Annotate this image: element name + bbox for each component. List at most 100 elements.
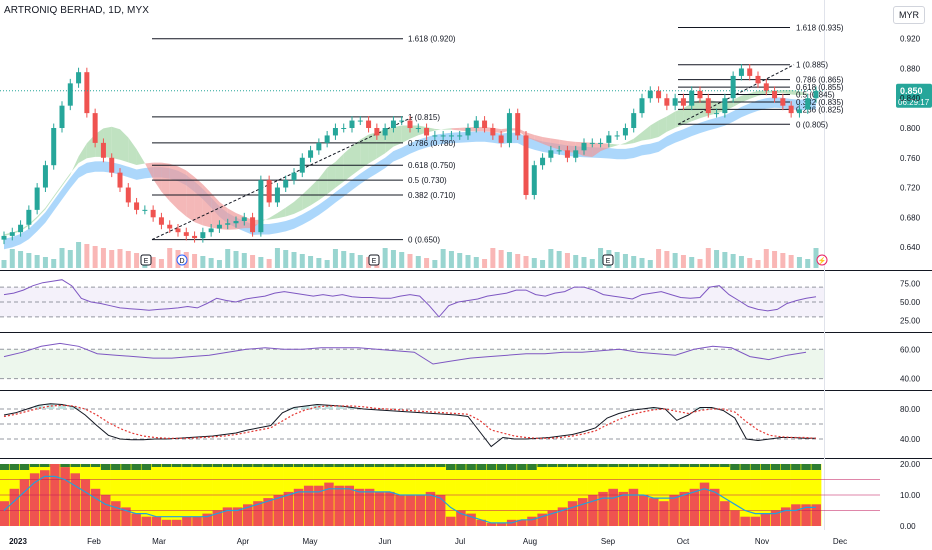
hist-red-bar xyxy=(567,501,578,526)
candle-body xyxy=(324,135,330,143)
rsi-line xyxy=(3,279,817,318)
hist-green-bar xyxy=(0,464,9,470)
candle-body xyxy=(415,128,421,129)
countdown-timer: 06:29:17 xyxy=(898,98,930,107)
hist-red-bar xyxy=(60,467,70,526)
hist-green-bar xyxy=(222,464,233,467)
hist-red-bar xyxy=(202,513,212,526)
candles xyxy=(1,64,819,245)
rsi-axis-tick: 50.00 xyxy=(900,298,921,307)
volume-bar xyxy=(150,257,156,268)
ma-ribbon-segment xyxy=(285,201,294,217)
volume-bar xyxy=(167,248,173,268)
candle-body xyxy=(399,120,405,122)
hist-red-bar xyxy=(243,504,253,526)
ma-ribbon-segment xyxy=(542,137,551,148)
event-marker[interactable]: E xyxy=(140,254,152,266)
price-axis-tick: 0.680 xyxy=(900,213,921,222)
candle-body xyxy=(51,128,57,166)
hist-red-bar xyxy=(40,470,50,526)
hist-red-bar xyxy=(324,482,334,526)
event-marker-label: E xyxy=(606,258,611,265)
volume-bar xyxy=(9,249,15,268)
candle-body xyxy=(341,128,347,129)
time-axis-tick: Oct xyxy=(677,537,690,546)
hist-green-bar xyxy=(679,464,690,467)
osc-line xyxy=(3,342,807,365)
ma-ribbon-segment xyxy=(277,207,286,219)
volume-bar xyxy=(482,259,488,268)
histogram-pane[interactable] xyxy=(0,464,880,526)
hist-red-bar xyxy=(293,488,304,526)
hist-green-bar xyxy=(446,464,456,470)
candle-body xyxy=(42,165,48,188)
hist-red-bar xyxy=(192,516,202,526)
price-axis-tick: 0.880 xyxy=(900,64,921,73)
hist-red-bar xyxy=(222,507,233,526)
event-marker[interactable]: E xyxy=(368,254,380,266)
volume-bar xyxy=(341,251,347,268)
candle-body xyxy=(440,135,446,137)
ma-ribbon-segment xyxy=(799,91,808,96)
hist-green-bar xyxy=(29,464,40,467)
stochastic-pane[interactable] xyxy=(0,403,824,448)
hist-red-bar xyxy=(791,504,801,526)
currency-button[interactable]: MYR xyxy=(893,6,925,24)
volume-bar xyxy=(747,258,753,268)
rsi-pane[interactable] xyxy=(0,279,824,318)
volume-bar xyxy=(316,258,322,268)
fib-left-level-label: 0.382 (0.710) xyxy=(408,191,456,200)
hist-red-bar xyxy=(598,491,608,526)
volume-bar xyxy=(730,254,736,268)
hist-green-bar xyxy=(202,464,212,467)
hist-red-bar xyxy=(740,516,750,526)
candle-body xyxy=(598,142,604,144)
hist-red-bar xyxy=(709,488,720,526)
hist-red-bar xyxy=(19,479,30,526)
hist-green-bar xyxy=(232,464,243,467)
ma-ribbon-segment xyxy=(343,146,352,182)
hist-green-bar xyxy=(577,464,588,467)
candle-body xyxy=(299,157,305,173)
candle-body xyxy=(614,135,620,137)
ma-ribbon-segment xyxy=(70,156,79,175)
event-marker-label: E xyxy=(144,258,149,265)
hist-green-bar xyxy=(506,464,517,470)
ma-ribbon-segment xyxy=(352,139,361,176)
hist-green-bar xyxy=(161,464,172,467)
candle-body xyxy=(183,232,189,236)
hist-red-bar xyxy=(618,491,629,526)
price-pane[interactable]: 1.618 (0.920) 1 (0.815) 0.786 (0.780) 0.618… xyxy=(0,24,932,268)
hist-green-bar xyxy=(354,464,365,467)
volume-bar xyxy=(573,255,579,268)
event-marker[interactable]: D xyxy=(176,254,188,266)
candle-body xyxy=(274,187,280,203)
event-marker[interactable]: E xyxy=(602,254,614,266)
oscillator-pane[interactable] xyxy=(0,342,824,380)
volume-bar xyxy=(415,256,421,268)
volume-bar xyxy=(465,255,471,268)
candle-body xyxy=(59,105,65,128)
hist-red-bar xyxy=(314,485,324,526)
hist-green-bar xyxy=(70,464,81,467)
hist-red-bar xyxy=(750,516,761,526)
hist-green-bar xyxy=(131,464,141,470)
osc-axis-tick: 40.00 xyxy=(900,375,921,384)
ma-ribbon-segment xyxy=(111,126,120,160)
volume-bar xyxy=(26,253,32,268)
volume-bar xyxy=(357,255,363,268)
ma-ribbon-segment xyxy=(294,194,303,214)
hist-green-bar xyxy=(374,464,385,467)
hist-red-bar xyxy=(557,507,568,526)
candle-body xyxy=(18,224,24,233)
candle-body xyxy=(250,217,256,233)
candle-body xyxy=(548,150,554,158)
volume-bar xyxy=(738,256,744,268)
hist-green-bar xyxy=(760,464,771,470)
hist-green-bar xyxy=(740,464,750,470)
volume-bar xyxy=(598,248,604,268)
volume-bar xyxy=(134,253,140,268)
hist-green-bar xyxy=(699,464,710,467)
volume-bar xyxy=(680,255,686,268)
